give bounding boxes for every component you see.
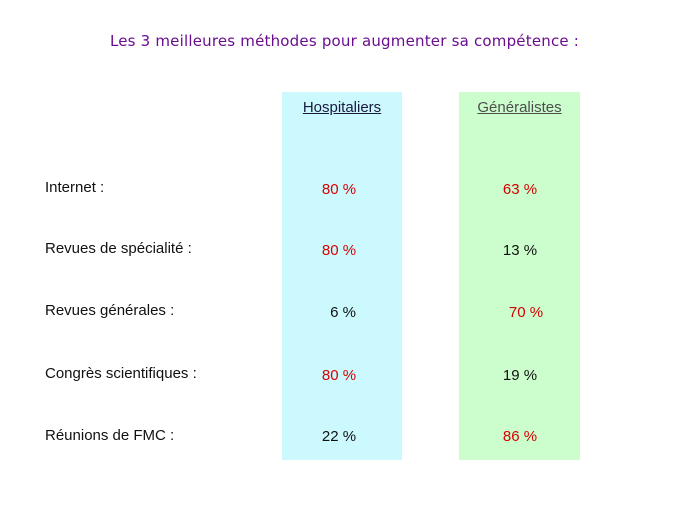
hospitaliers-header: Hospitaliers — [302, 99, 382, 116]
generalistes-value-internet: 63 % — [502, 181, 538, 198]
row-label-congres-scientifiques: Congrès scientifiques : — [45, 365, 197, 382]
row-label-reunions-fmc: Réunions de FMC : — [45, 427, 175, 444]
hospitaliers-value-reunions-fmc: 22 % — [321, 428, 357, 445]
generalistes-value-congres-scientifiques: 19 % — [502, 367, 538, 384]
generalistes-value-reunions-fmc: 86 % — [502, 428, 538, 445]
generalistes-value-revues-specialite: 13 % — [502, 242, 538, 259]
generalistes-column-background — [459, 92, 580, 460]
hospitaliers-value-revues-generales: 6 % — [330, 304, 356, 321]
row-label-revues-specialite: Revues de spécialité : — [45, 240, 192, 257]
generalistes-value-revues-generales: 70 % — [508, 304, 544, 321]
row-label-revues-generales: Revues générales : — [45, 302, 175, 319]
slide-title: Les 3 meilleures méthodes pour augmenter… — [109, 32, 580, 50]
hospitaliers-value-revues-specialite: 80 % — [321, 242, 357, 259]
hospitaliers-value-internet: 80 % — [321, 181, 357, 198]
hospitaliers-value-congres-scientifiques: 80 % — [321, 367, 357, 384]
hospitaliers-column-background — [282, 92, 402, 460]
generalistes-header: Généralistes — [477, 99, 562, 116]
row-label-internet: Internet : — [45, 179, 105, 196]
